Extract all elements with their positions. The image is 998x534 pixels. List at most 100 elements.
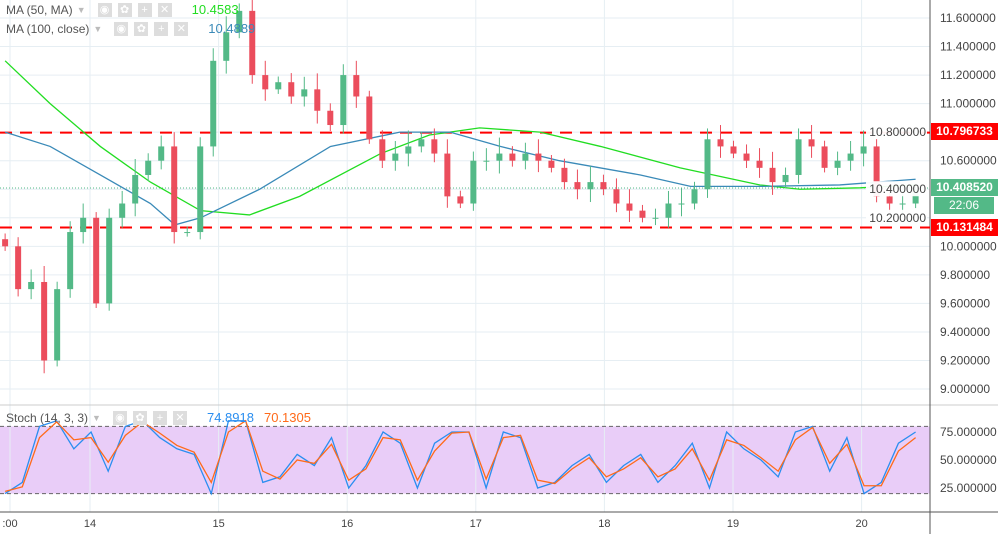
current-price-tag: 10.408520 xyxy=(931,179,998,196)
candle-body xyxy=(197,146,204,233)
close-icon[interactable]: ✕ xyxy=(174,21,189,36)
x-tick-label: 19 xyxy=(727,518,739,530)
x-tick-label: 14 xyxy=(84,518,96,530)
candle-body xyxy=(769,167,776,183)
stoch-tick-label: 75.000000 xyxy=(940,425,997,439)
y-tick-label: 10.600000 xyxy=(940,154,997,168)
candle-body xyxy=(54,289,61,361)
y-tick-label: 11.200000 xyxy=(940,68,996,82)
candle-body xyxy=(600,182,607,190)
candle-body xyxy=(730,146,737,154)
candle-body xyxy=(561,167,568,183)
candle-body xyxy=(652,217,659,219)
y-tick-label-backdrop xyxy=(866,209,927,225)
y-tick-label: 9.600000 xyxy=(940,296,990,310)
close-icon[interactable]: ✕ xyxy=(157,2,172,17)
x-tick-label: 20 xyxy=(855,518,867,530)
candle-body xyxy=(912,189,919,204)
candle-body xyxy=(847,153,854,161)
candle-body xyxy=(548,160,555,168)
candle-body xyxy=(743,153,750,161)
candle-body xyxy=(860,146,867,154)
support-price-tag: 10.131484 xyxy=(931,219,998,236)
stoch-tick-label: 50.000000 xyxy=(940,453,997,467)
plus-icon[interactable]: + xyxy=(137,2,152,17)
candle-body xyxy=(587,182,594,190)
y-tick-label: 10.800000 xyxy=(869,125,926,139)
candle-body xyxy=(15,246,22,290)
candle-body xyxy=(210,60,217,147)
ma50-value: 10.4583 xyxy=(191,2,239,17)
gear-icon[interactable]: ✿ xyxy=(134,21,149,36)
gear-icon[interactable]: ✿ xyxy=(132,410,147,425)
stoch-d-line xyxy=(4,419,917,492)
gear-icon[interactable]: ✿ xyxy=(117,2,132,17)
close-icon[interactable]: ✕ xyxy=(172,410,187,425)
y-tick-label: 9.400000 xyxy=(940,325,990,339)
candle-body xyxy=(184,232,191,234)
y-tick-label: 9.000000 xyxy=(940,382,990,396)
candle-body xyxy=(405,146,412,154)
candle-body xyxy=(340,75,347,126)
candle-body xyxy=(67,232,74,290)
candle-body xyxy=(613,189,620,204)
y-tick-label-backdrop xyxy=(866,124,927,140)
candle-body xyxy=(301,89,308,97)
stoch-legend[interactable]: Stoch (14, 3, 3) ▼ ◉ ✿ + ✕ 74.8918 70.1305 xyxy=(6,410,311,425)
candle-body xyxy=(626,203,633,211)
chevron-down-icon[interactable]: ▼ xyxy=(76,4,86,15)
stoch-d-value: 70.1305 xyxy=(263,410,311,425)
candle-body xyxy=(756,160,763,168)
chevron-down-icon[interactable]: ▼ xyxy=(93,23,103,34)
candle-body xyxy=(483,160,490,162)
y-tick-label-backdrop xyxy=(866,181,927,197)
candle-body xyxy=(470,160,477,204)
candle-body xyxy=(691,189,698,204)
candle-body xyxy=(392,153,399,161)
candle-body xyxy=(678,203,685,205)
candle-body xyxy=(782,174,789,183)
ma100-legend[interactable]: MA (100, close) ▼ ◉ ✿ + ✕ 10.4889 xyxy=(6,21,255,36)
plus-icon[interactable]: + xyxy=(152,410,167,425)
candle-body xyxy=(2,239,9,247)
plus-icon[interactable]: + xyxy=(154,21,169,36)
y-tick-label: 11.400000 xyxy=(940,40,996,54)
y-tick-label: 9.200000 xyxy=(940,353,990,367)
y-tick-label: 10.000000 xyxy=(940,239,997,253)
candle-body xyxy=(275,82,282,90)
candle-body xyxy=(808,139,815,147)
y-tick-label: 10.400000 xyxy=(869,182,926,196)
candle-body xyxy=(366,96,373,140)
ma50-legend[interactable]: MA (50, MA) ▼ ◉ ✿ + ✕ 10.4583 xyxy=(6,2,239,17)
candle-body xyxy=(418,139,425,147)
candle-body xyxy=(873,146,880,197)
candle-body xyxy=(717,139,724,147)
candle-body xyxy=(119,203,126,218)
candle-body xyxy=(106,217,113,304)
eye-icon[interactable]: ◉ xyxy=(112,410,127,425)
resistance-price-tag: 10.796733 xyxy=(931,123,998,140)
candle-body xyxy=(496,153,503,161)
candle-body xyxy=(262,75,269,90)
candle-body xyxy=(665,203,672,218)
candle-body xyxy=(379,139,386,161)
eye-icon[interactable]: ◉ xyxy=(114,21,129,36)
x-tick-label: :00 xyxy=(2,518,17,530)
candle-body xyxy=(639,210,646,218)
candle-body xyxy=(795,139,802,175)
stoch-band xyxy=(0,426,930,494)
y-tick-label: 10.200000 xyxy=(869,211,926,225)
y-tick-label: 9.800000 xyxy=(940,268,990,282)
stoch-tick-label: 25.000000 xyxy=(940,481,997,495)
eye-icon[interactable]: ◉ xyxy=(97,2,112,17)
candle-body xyxy=(314,89,321,111)
x-tick-label: 15 xyxy=(212,518,224,530)
candle-body xyxy=(535,153,542,161)
candle-body xyxy=(899,203,906,205)
chevron-down-icon[interactable]: ▼ xyxy=(92,412,101,423)
ma100-value: 10.4889 xyxy=(208,21,256,36)
candle-body xyxy=(574,182,581,190)
x-tick-label: 16 xyxy=(341,518,353,530)
